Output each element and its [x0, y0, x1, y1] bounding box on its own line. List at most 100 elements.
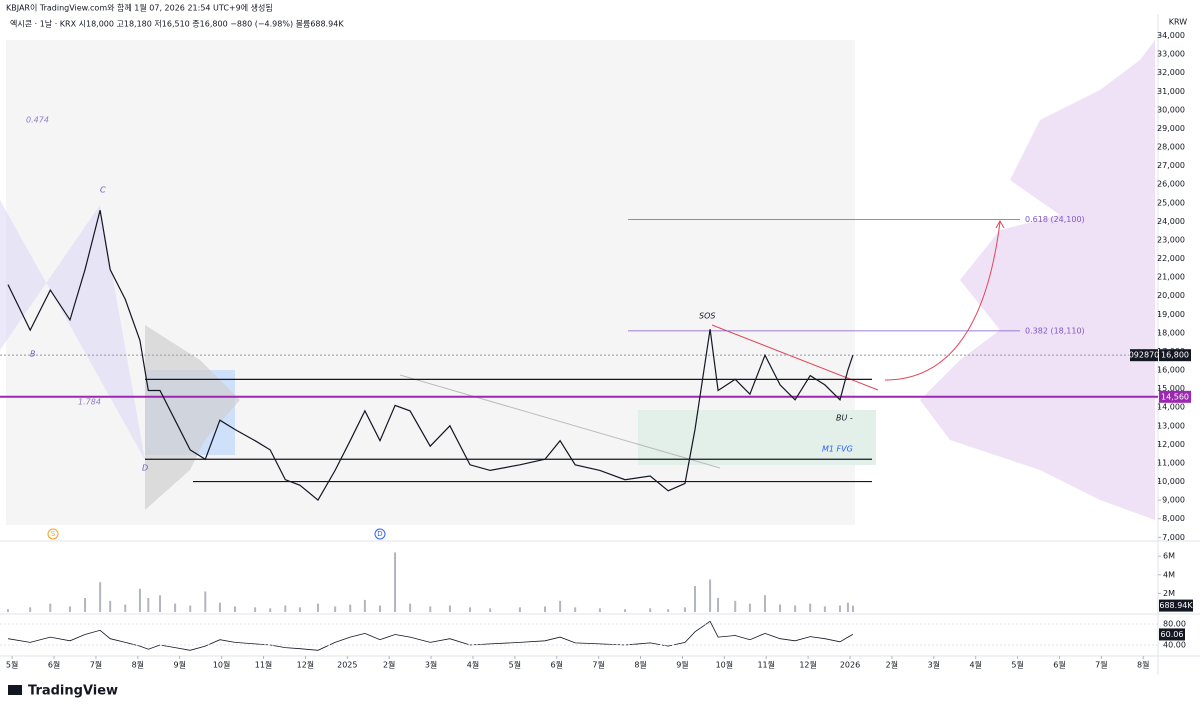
x-tick-label: 5월	[509, 660, 521, 670]
y-tick-label: 10,000	[1157, 477, 1185, 486]
symbol-tag-label: 092870	[1129, 351, 1160, 360]
volume-bar	[204, 591, 207, 612]
volume-bar	[284, 605, 287, 612]
x-tick-label: 3월	[425, 660, 437, 670]
pattern-shade	[0, 200, 145, 460]
volume-bar	[234, 606, 237, 612]
volume-bar	[429, 606, 432, 612]
rsi-tick-label: 40.00	[1163, 641, 1186, 650]
volume-tag	[1159, 599, 1193, 612]
y-tick-label: 19,000	[1157, 310, 1185, 319]
volume-bar	[363, 599, 366, 612]
y-tick-label: 29,000	[1157, 124, 1185, 133]
x-tick-label: 5월	[6, 660, 18, 670]
volume-bar	[794, 605, 797, 612]
annotation: 0.474	[26, 116, 49, 125]
volume-bar	[598, 608, 601, 612]
header-credit: KBJAR이 TradingView.com와 함께 1월 07, 2026 2…	[6, 3, 273, 13]
volume-bar	[316, 603, 319, 612]
volume-bar	[838, 605, 841, 612]
volume-bar	[254, 607, 257, 612]
y-tick-label: 34,000	[1157, 31, 1185, 40]
x-tick-label: 2월	[383, 660, 395, 670]
volume-bar	[518, 607, 521, 612]
volume-bar	[159, 595, 162, 612]
x-tick-label: 4월	[969, 660, 981, 670]
x-tick-label: 5월	[1011, 660, 1023, 670]
volume-bar	[189, 605, 192, 612]
volume-tick-label: 6M	[1163, 552, 1175, 561]
currency: KRW	[1169, 18, 1187, 27]
volume-bar	[763, 595, 766, 612]
volume-bar	[84, 598, 87, 612]
projection-arrow	[884, 221, 1001, 381]
rsi-tick-label: 80.00	[1163, 619, 1186, 628]
volume-bar	[334, 606, 337, 612]
x-tick-label: 8월	[634, 660, 646, 670]
volume-bar	[823, 606, 826, 612]
event-marker-label: S	[51, 530, 56, 538]
y-tick-label: 9,000	[1162, 496, 1185, 505]
rsi-tag	[1159, 628, 1185, 641]
annotation: 1.784	[78, 398, 101, 407]
annotation: M1 FVG	[822, 445, 853, 454]
y-tick-label: 20,000	[1157, 291, 1185, 300]
symbol-tag	[1130, 349, 1158, 362]
volume-bar	[667, 609, 670, 612]
volume-bar	[683, 607, 686, 612]
rsi-tag-label: 60.06	[1161, 630, 1184, 639]
annotation: D	[142, 464, 148, 473]
x-tick-label: 7월	[90, 660, 102, 670]
x-tick-label: 12월	[799, 660, 817, 670]
price-tag-label: 16,800	[1161, 351, 1189, 360]
trend-line	[399, 374, 721, 469]
y-tick-label: 16,000	[1157, 366, 1185, 375]
volume-bar	[694, 585, 697, 612]
logo	[8, 685, 22, 695]
y-tick-label: 25,000	[1157, 198, 1185, 207]
y-tick-label: 33,000	[1157, 50, 1185, 59]
annotation: SOS	[699, 312, 715, 321]
y-tick-label: 23,000	[1157, 235, 1185, 244]
x-tick-label: 6월	[551, 660, 563, 670]
x-tick-label: 10월	[213, 660, 231, 670]
brand: TradingView	[28, 684, 118, 699]
y-tick-label: 12,000	[1157, 440, 1185, 449]
event-marker[interactable]	[47, 528, 59, 540]
volume-bar	[298, 607, 301, 612]
x-tick-label: 3월	[928, 660, 940, 670]
price-tag-label: 14,560	[1161, 392, 1189, 401]
annotation: BU -	[836, 414, 853, 423]
x-tick-label: 9월	[173, 660, 185, 670]
volume-bar	[409, 603, 412, 612]
price-tag	[1159, 390, 1191, 403]
x-tick-label: 2026	[840, 661, 860, 670]
price-line	[7, 210, 854, 502]
arrow-head	[995, 219, 1005, 229]
volume-bar	[709, 579, 712, 612]
volume-bar	[649, 608, 652, 612]
y-tick-label: 8,000	[1162, 514, 1185, 523]
volume-bar	[748, 603, 751, 612]
volume-bar	[779, 604, 782, 612]
x-tick-label: 11월	[757, 660, 775, 670]
y-tick-label: 14,000	[1157, 403, 1185, 412]
x-tick-label: 6월	[1053, 660, 1065, 670]
volume-bar	[124, 604, 127, 612]
x-tick-label: 8월	[1137, 660, 1149, 670]
x-tick-label: 12월	[297, 660, 315, 670]
volume-profile-right	[920, 40, 1155, 520]
x-tick-label: 9월	[676, 660, 688, 670]
volume-bar	[846, 602, 849, 612]
y-tick-label: 15,000	[1157, 384, 1185, 393]
event-marker[interactable]	[374, 528, 386, 540]
volume-bar	[734, 600, 737, 612]
x-tick-label: 8월	[132, 660, 144, 670]
volume-bar	[809, 603, 812, 612]
x-tick-label: 11월	[255, 660, 273, 670]
volume-tick-label: 4M	[1163, 570, 1175, 579]
volume-bar	[574, 607, 577, 612]
y-tick-label: 32,000	[1157, 68, 1185, 77]
